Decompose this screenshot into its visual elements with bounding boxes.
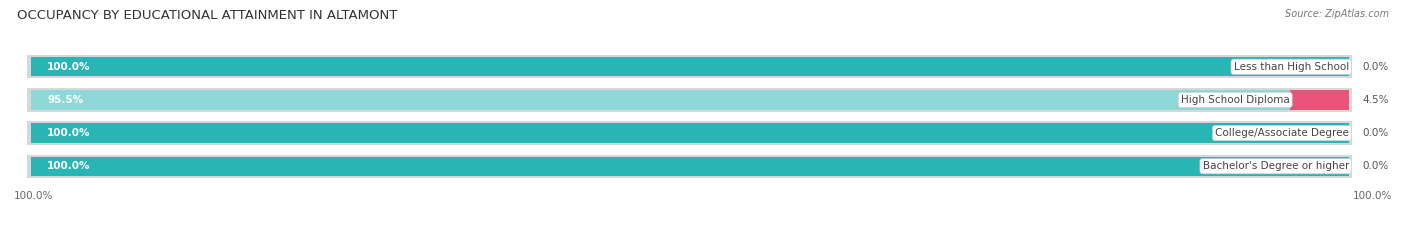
Text: 0.0%: 0.0% <box>1362 62 1388 72</box>
Text: College/Associate Degree: College/Associate Degree <box>1215 128 1348 138</box>
Text: Source: ZipAtlas.com: Source: ZipAtlas.com <box>1285 9 1389 19</box>
Text: 0.0%: 0.0% <box>1362 128 1388 138</box>
Text: 100.0%: 100.0% <box>48 128 90 138</box>
Text: 4.5%: 4.5% <box>1362 95 1389 105</box>
Bar <box>31 57 1348 76</box>
Text: 0.0%: 0.0% <box>1362 161 1388 171</box>
Text: 100.0%: 100.0% <box>14 191 53 201</box>
Bar <box>1289 90 1348 110</box>
Bar <box>31 123 1348 143</box>
Text: OCCUPANCY BY EDUCATIONAL ATTAINMENT IN ALTAMONT: OCCUPANCY BY EDUCATIONAL ATTAINMENT IN A… <box>17 9 398 22</box>
Bar <box>31 123 1348 143</box>
Text: 95.5%: 95.5% <box>48 95 83 105</box>
Text: 100.0%: 100.0% <box>1353 191 1392 201</box>
Bar <box>31 90 1289 110</box>
Bar <box>27 155 1353 178</box>
Text: High School Diploma: High School Diploma <box>1181 95 1289 105</box>
Bar <box>27 121 1353 145</box>
Text: Bachelor's Degree or higher: Bachelor's Degree or higher <box>1202 161 1348 171</box>
Bar <box>31 157 1348 176</box>
Bar <box>31 57 1348 76</box>
Bar <box>31 90 1348 110</box>
Text: Less than High School: Less than High School <box>1233 62 1348 72</box>
Text: 100.0%: 100.0% <box>48 161 90 171</box>
Bar <box>31 157 1348 176</box>
Bar <box>27 55 1353 78</box>
Text: 100.0%: 100.0% <box>48 62 90 72</box>
Bar <box>27 88 1353 112</box>
